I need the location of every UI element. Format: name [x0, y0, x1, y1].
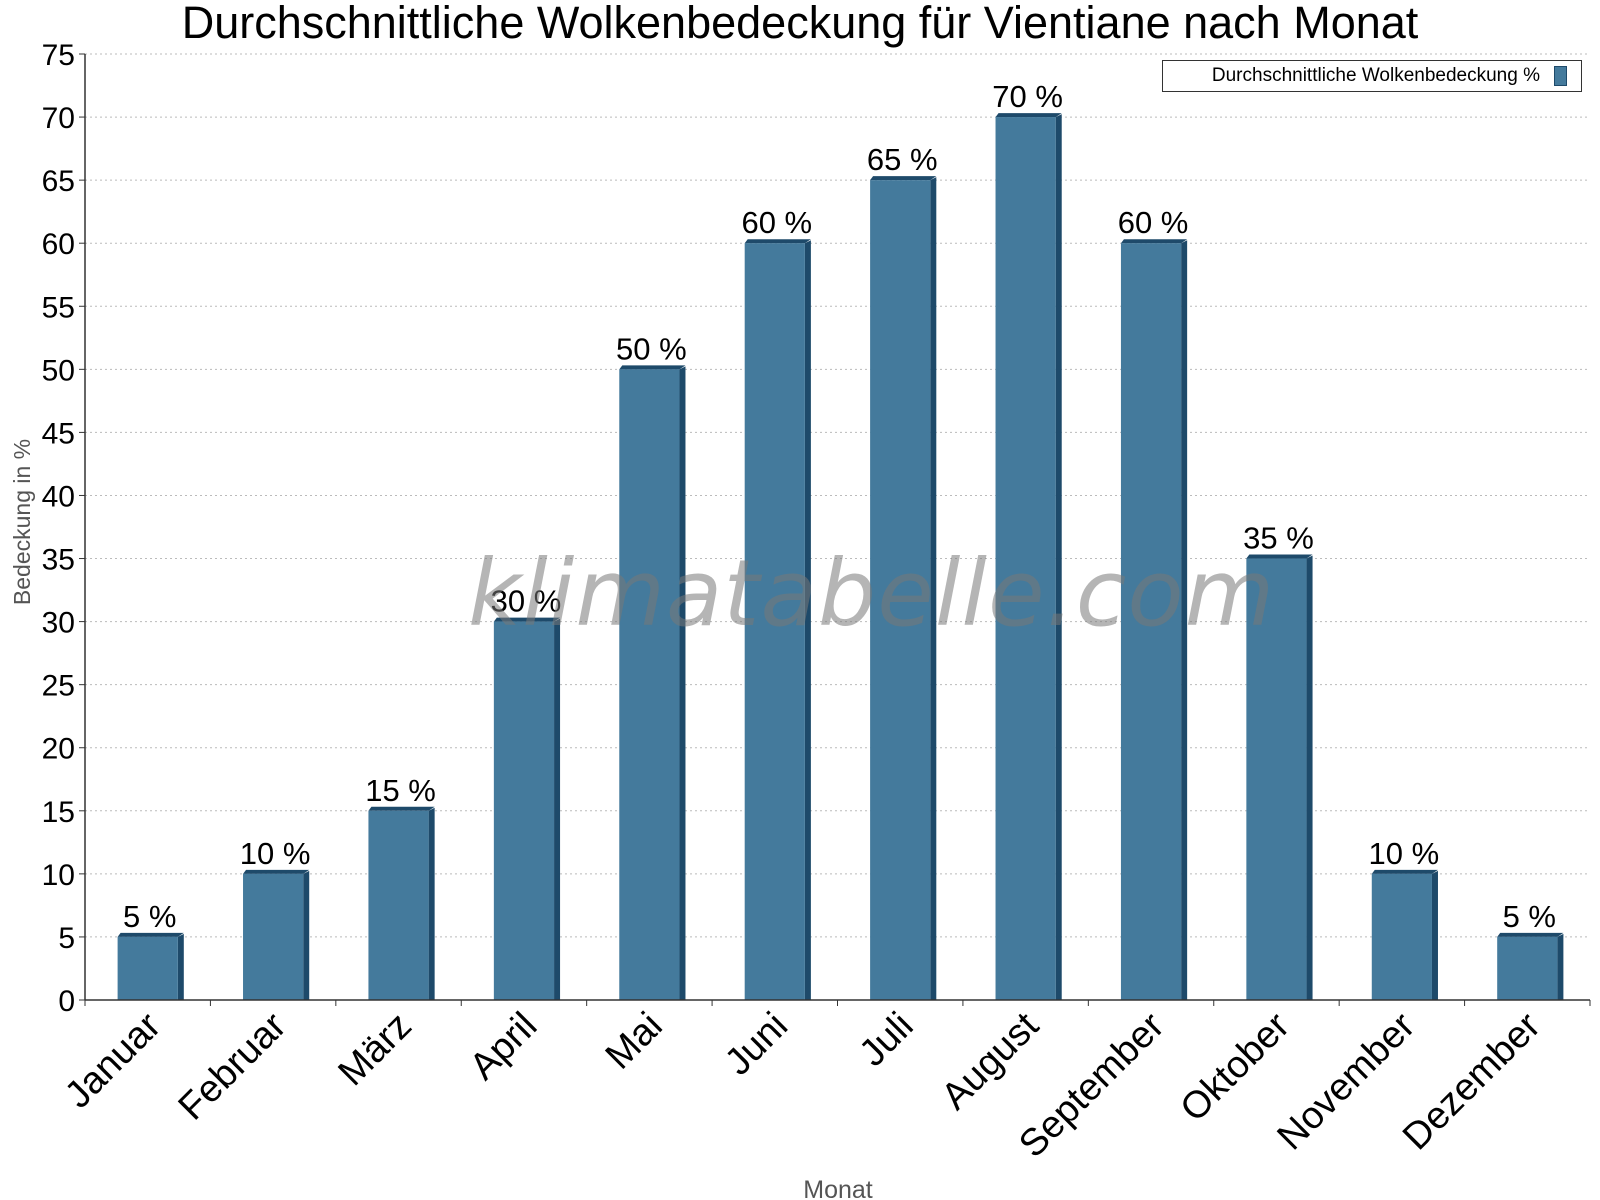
legend: Durchschnittliche Wolkenbedeckung %: [1162, 60, 1582, 92]
y-tick-label: 5: [58, 922, 75, 955]
data-label: 35 %: [1243, 521, 1314, 556]
y-tick-label: 35: [42, 544, 75, 577]
bar-top: [243, 869, 310, 874]
bar: [1120, 243, 1182, 1000]
bar: [995, 117, 1056, 1001]
y-tick-label: 50: [42, 354, 75, 387]
bar: [619, 369, 680, 1000]
bar: [117, 936, 178, 1000]
bar-side: [804, 240, 811, 1000]
watermark: klimatabelle.com: [468, 540, 1276, 647]
y-tick-label: 15: [42, 796, 75, 829]
bar-side: [1431, 870, 1438, 1000]
bar-side: [1557, 933, 1564, 1000]
bar-top: [870, 176, 937, 181]
bar-side: [554, 618, 561, 1000]
bar-top: [493, 617, 561, 622]
bar-side: [1181, 240, 1188, 1000]
y-tick-label: 20: [42, 733, 75, 766]
y-tick-label: 25: [42, 670, 75, 703]
y-tick-label: 70: [42, 102, 75, 135]
y-axis-label: Bedeckung in %: [9, 439, 35, 605]
bar-top: [995, 113, 1062, 118]
data-label: 60 %: [1118, 205, 1189, 240]
bar-side: [428, 807, 435, 1000]
data-label: 60 %: [741, 205, 812, 240]
bar-side: [1306, 555, 1313, 1000]
bar: [870, 180, 931, 1001]
y-tick-label: 10: [42, 859, 75, 892]
bar: [1497, 936, 1558, 1000]
bar: [1246, 558, 1307, 1000]
data-label: 5 %: [1503, 899, 1556, 934]
y-tick-label: 55: [42, 291, 75, 324]
bar-top: [1371, 869, 1438, 874]
data-label: 10 %: [240, 836, 311, 871]
data-label: 5 %: [123, 899, 176, 934]
y-tick-label: 45: [42, 417, 75, 450]
x-tick-label: März: [330, 1005, 419, 1094]
bar: [493, 621, 555, 1000]
bar-top: [744, 239, 811, 244]
bar-top: [1497, 932, 1564, 937]
x-tick-label: Dezember: [1395, 1004, 1549, 1158]
y-tick-label: 40: [42, 480, 75, 513]
bar: [243, 873, 304, 1000]
y-tick-label: 0: [58, 985, 75, 1018]
x-tick-label: Januar: [57, 1004, 169, 1116]
bar-top: [117, 932, 184, 937]
x-axis-label: Monat: [803, 1176, 873, 1200]
bar-side: [1055, 114, 1062, 1001]
y-tick-label: 65: [42, 165, 75, 198]
x-tick-label: Juni: [717, 1005, 796, 1084]
bar: [368, 810, 429, 1000]
legend-swatch: [1554, 66, 1567, 86]
x-tick-label: August: [934, 1004, 1048, 1118]
x-tick-label: Oktober: [1173, 1004, 1299, 1130]
x-tick-label: Mai: [598, 1005, 671, 1078]
data-label: 30 %: [491, 584, 562, 619]
bar-side: [930, 177, 937, 1001]
bar-top: [1120, 239, 1188, 244]
bar: [744, 243, 805, 1000]
legend-label: Durchschnittliche Wolkenbedeckung %: [1211, 65, 1540, 86]
x-tick-label: Juli: [852, 1005, 922, 1075]
x-tick-label: April: [462, 1005, 545, 1088]
y-tick-label: 75: [42, 39, 75, 72]
y-tick-label: 60: [42, 228, 75, 261]
bar-top: [368, 806, 435, 811]
bar-side: [303, 870, 310, 1000]
bar-top: [1246, 554, 1313, 559]
bar: [1371, 873, 1432, 1000]
x-tick-label: Februar: [171, 1004, 295, 1128]
chart-title: Durchschnittliche Wolkenbedeckung für Vi…: [181, 0, 1419, 48]
y-tick-label: 30: [42, 607, 75, 640]
data-label: 65 %: [867, 142, 938, 177]
data-label: 15 %: [365, 773, 436, 808]
gridlines: [85, 53, 1590, 938]
bars: 5 % 10 % 15 % 30 % 50 % 60 % 65 % 70 % 60 % 35 % 1…: [117, 79, 1564, 1001]
bar-side: [177, 933, 184, 1000]
data-label: 70 %: [992, 79, 1063, 114]
bar-top: [619, 365, 686, 370]
data-label: 10 %: [1369, 836, 1440, 871]
bar-side: [679, 366, 686, 1000]
data-label: 50 %: [616, 331, 687, 366]
